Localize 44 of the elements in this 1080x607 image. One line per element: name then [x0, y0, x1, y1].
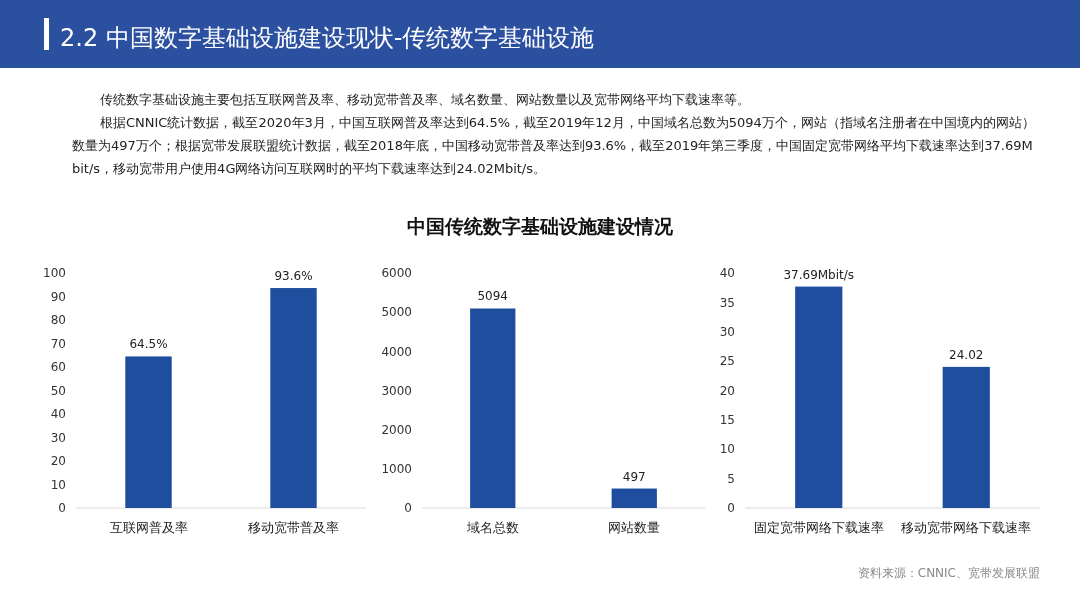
y-tick-label: 10 [50, 477, 66, 492]
x-tick-label: 固定宽带网络下载速率 [753, 520, 884, 536]
text: 传统数字基础设施主要包括互联网普及率、移动宽带普及率、域名数量、网站数量以及宽带网络平均下载速率等。 [100, 92, 750, 107]
y-tick-label: 50 [50, 383, 66, 398]
y-tick-label: 20 [50, 454, 66, 469]
y-tick-label: 40 [719, 266, 735, 281]
data-label: 37.69Mbit/s [783, 267, 855, 282]
y-tick-label: 2000 [381, 422, 412, 437]
x-tick-label: 移动宽带网络下载速率 [901, 520, 1032, 536]
y-tick-label: 10 [719, 442, 735, 457]
data-label: 497 [622, 469, 646, 484]
y-tick-label: 5 [727, 471, 735, 486]
y-tick-label: 30 [50, 430, 66, 445]
data-label: 64.5% [129, 337, 168, 352]
data-label: 24.02 [949, 347, 984, 362]
y-tick-label: 25 [719, 354, 735, 369]
y-tick-label: 60 [50, 360, 66, 375]
y-tick-label: 0 [404, 501, 412, 516]
y-tick-label: 35 [719, 295, 735, 310]
text: 2.2 中国数字基础设施建设现状-传统数字基础设施 [60, 24, 595, 52]
y-tick-label: 3000 [381, 383, 412, 398]
y-tick-label: 6000 [381, 266, 412, 281]
text: 根据CNNIC统计数据，截至2020年3月，中国互联网普及率达到64.5%，截至2019年12月，中国域名总数为5094万个，网站（指域名注册者在中国境内的网站）数量为497万个；根据宽带发展联盟统计数据，截至2018年底，中国移动宽带普及率达到93.6%，截至2019年第三季度，中国固定宽带网络平均下载速率达到37.69Mbit/s，移动宽带用户使用4G网络访问互联网时的平均下载速率达到24.02Mbit/s。 [72, 115, 1035, 176]
y-tick-label: 30 [719, 324, 735, 339]
data-label: 5094 [477, 289, 509, 304]
y-tick-label: 100 [43, 266, 66, 281]
y-tick-label: 0 [58, 501, 66, 516]
x-tick-label: 互联网普及率 [109, 520, 188, 536]
y-tick-label: 70 [50, 336, 66, 351]
y-tick-label: 4000 [381, 344, 412, 359]
data-label: 93.6% [274, 269, 313, 284]
y-tick-label: 40 [50, 407, 66, 422]
y-tick-label: 15 [719, 413, 735, 428]
y-tick-label: 5000 [381, 305, 412, 320]
text: 资料来源：CNNIC、宽带发展联盟 [857, 566, 1040, 580]
x-tick-label: 网站数量 [608, 520, 661, 536]
x-tick-label: 域名总数 [465, 520, 519, 536]
y-tick-label: 1000 [381, 462, 412, 477]
y-tick-label: 20 [719, 383, 735, 398]
y-tick-label: 90 [50, 289, 66, 304]
text: 中国传统数字基础设施建设情况 [407, 215, 674, 237]
y-tick-label: 80 [50, 313, 66, 328]
x-tick-label: 移动宽带普及率 [248, 520, 339, 536]
y-tick-label: 0 [727, 501, 735, 516]
